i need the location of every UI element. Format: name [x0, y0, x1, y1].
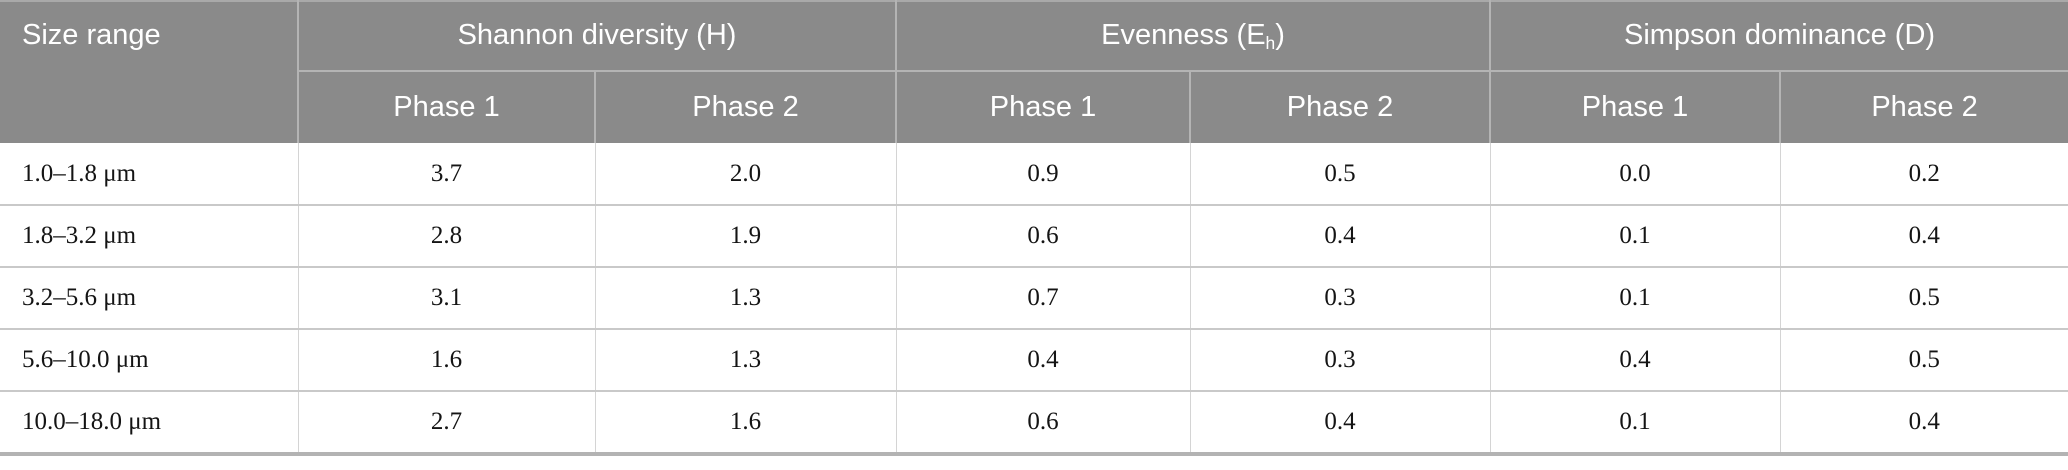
- cell-evenness-phase2: 0.4: [1189, 390, 1491, 456]
- header-phase-row: Phase 1 Phase 2 Phase 1 Phase 2 Phase 1 …: [0, 71, 2068, 143]
- table-row-5: 10.0–18.0 μm 2.7 1.6 0.6 0.4 0.1 0.4: [0, 390, 2068, 456]
- cell-simpson-phase2: 0.5: [1779, 328, 2068, 391]
- cell-simpson-phase2: 0.2: [1779, 143, 2068, 205]
- header-group-shannon-label: Shannon diversity (H): [457, 18, 737, 51]
- diversity-indices-table: Size range Shannon diversity (H) Evennes…: [0, 0, 2068, 456]
- header-size-range: Size range: [0, 1, 299, 143]
- table-row-3: 3.2–5.6 μm 3.1 1.3 0.7 0.3 0.1 0.5: [0, 266, 2068, 329]
- cell-simpson-phase2: 0.5: [1779, 266, 2068, 329]
- header-evenness-phase1: Phase 1: [895, 71, 1190, 143]
- cell-evenness-phase1: 0.6: [895, 204, 1190, 267]
- cell-evenness-phase1: 0.7: [895, 266, 1190, 329]
- cell-simpson-phase1: 0.1: [1489, 266, 1781, 329]
- cell-shannon-phase2: 2.0: [594, 143, 896, 205]
- header-group-row: Size range Shannon diversity (H) Evennes…: [0, 1, 2068, 143]
- cell-shannon-phase1: 3.1: [297, 266, 595, 329]
- cell-evenness-phase1: 0.6: [895, 390, 1190, 456]
- header-shannon-phase2: Phase 2: [594, 71, 896, 143]
- row-label-size-range: 1.0–1.8 μm: [0, 143, 298, 205]
- header-group-evenness-subscript: h: [1265, 32, 1276, 53]
- cell-shannon-phase2: 1.6: [594, 390, 896, 456]
- row-label-size-range: 10.0–18.0 μm: [0, 390, 298, 456]
- cell-evenness-phase1: 0.4: [895, 328, 1190, 391]
- header-group-shannon-diversity: Shannon diversity (H): [297, 1, 896, 72]
- header-shannon-phase1: Phase 1: [297, 71, 595, 143]
- cell-shannon-phase1: 3.7: [297, 143, 595, 205]
- cell-simpson-phase2: 0.4: [1779, 204, 2068, 267]
- cell-shannon-phase1: 1.6: [297, 328, 595, 391]
- cell-simpson-phase2: 0.4: [1779, 390, 2068, 456]
- row-label-size-range: 1.8–3.2 μm: [0, 204, 298, 267]
- header-simpson-phase1: Phase 1: [1489, 71, 1781, 143]
- table-body: 1.0–1.8 μm 3.7 2.0 0.9 0.5 0.0 0.2 1.8–3…: [0, 143, 2068, 456]
- header-group-evenness-label: Evenness (E: [1101, 18, 1266, 51]
- cell-shannon-phase2: 1.3: [594, 266, 896, 329]
- header-group-evenness-suffix: ): [1275, 18, 1285, 51]
- header-simpson-phase2: Phase 2: [1779, 71, 2068, 143]
- header-group-simpson-dominance: Simpson dominance (D): [1489, 1, 2068, 72]
- cell-simpson-phase1: 0.4: [1489, 328, 1781, 391]
- cell-evenness-phase2: 0.4: [1189, 204, 1491, 267]
- table-row-4: 5.6–10.0 μm 1.6 1.3 0.4 0.3 0.4 0.5: [0, 328, 2068, 391]
- cell-simpson-phase1: 0.1: [1489, 390, 1781, 456]
- cell-simpson-phase1: 0.1: [1489, 204, 1781, 267]
- cell-evenness-phase2: 0.3: [1189, 328, 1491, 391]
- cell-shannon-phase2: 1.3: [594, 328, 896, 391]
- row-label-size-range: 3.2–5.6 μm: [0, 266, 298, 329]
- header-group-simpson-label: Simpson dominance (D): [1623, 18, 1936, 51]
- table-row-2: 1.8–3.2 μm 2.8 1.9 0.6 0.4 0.1 0.4: [0, 204, 2068, 267]
- table-header: Size range Shannon diversity (H) Evennes…: [0, 1, 2068, 143]
- cell-evenness-phase2: 0.3: [1189, 266, 1491, 329]
- row-label-size-range: 5.6–10.0 μm: [0, 328, 298, 391]
- table-row-1: 1.0–1.8 μm 3.7 2.0 0.9 0.5 0.0 0.2: [0, 143, 2068, 205]
- cell-evenness-phase2: 0.5: [1189, 143, 1491, 205]
- cell-shannon-phase2: 1.9: [594, 204, 896, 267]
- header-group-evenness: Evenness (Eh): [894, 1, 1491, 72]
- cell-simpson-phase1: 0.0: [1489, 143, 1781, 205]
- cell-evenness-phase1: 0.9: [895, 143, 1190, 205]
- cell-shannon-phase1: 2.7: [297, 390, 595, 456]
- cell-shannon-phase1: 2.8: [297, 204, 595, 267]
- header-evenness-phase2: Phase 2: [1188, 71, 1491, 143]
